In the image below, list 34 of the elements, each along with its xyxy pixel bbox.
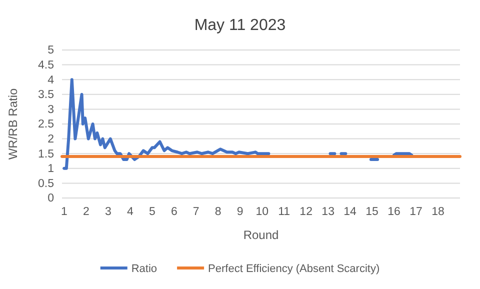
x-tick-label: 11 xyxy=(278,206,290,218)
x-tick-label: 6 xyxy=(170,206,178,218)
x-tick-label: 9 xyxy=(236,206,244,218)
x-tick-label: 1 xyxy=(60,206,68,218)
chart-title: May 11 2023 xyxy=(194,17,286,34)
y-axis-title: WR/RB Ratio xyxy=(6,88,20,160)
x-tick-label: 3 xyxy=(104,206,112,218)
x-tick-label: 14 xyxy=(344,206,358,218)
y-tick-label: 4.5 xyxy=(38,59,54,72)
y-tick-label: 1 xyxy=(48,163,54,176)
x-tick-label: 10 xyxy=(256,206,268,218)
x-tick-label: 12 xyxy=(300,206,312,218)
y-tick-label: 5 xyxy=(48,44,54,57)
x-tick-label: 15 xyxy=(366,206,378,218)
y-tick-label: 4 xyxy=(48,74,55,86)
y-tick-label: 0.5 xyxy=(38,178,54,190)
y-tick-label: 1.5 xyxy=(38,148,54,160)
x-tick-label: 16 xyxy=(388,206,400,218)
y-tick-label: 2 xyxy=(48,133,54,146)
x-tick-label: 4 xyxy=(126,206,134,218)
x-tick-label: 5 xyxy=(148,206,156,218)
x-tick-label: 13 xyxy=(322,206,334,218)
legend-label: Ratio xyxy=(131,263,158,275)
legend-label: Perfect Efficiency (Absent Scarcity) xyxy=(208,263,380,275)
x-axis-title: Round xyxy=(243,228,279,242)
x-tick-label: 18 xyxy=(432,206,444,218)
y-tick-label: 3.5 xyxy=(38,89,54,102)
x-tick-label: 7 xyxy=(192,206,200,218)
x-tick-label: 17 xyxy=(410,206,422,218)
y-tick-label: 2.5 xyxy=(38,118,54,131)
y-tick-label: 0 xyxy=(48,192,54,205)
y-tick-label: 3 xyxy=(48,104,54,116)
x-tick-label: 8 xyxy=(214,206,222,218)
x-tick-label: 2 xyxy=(82,206,90,218)
